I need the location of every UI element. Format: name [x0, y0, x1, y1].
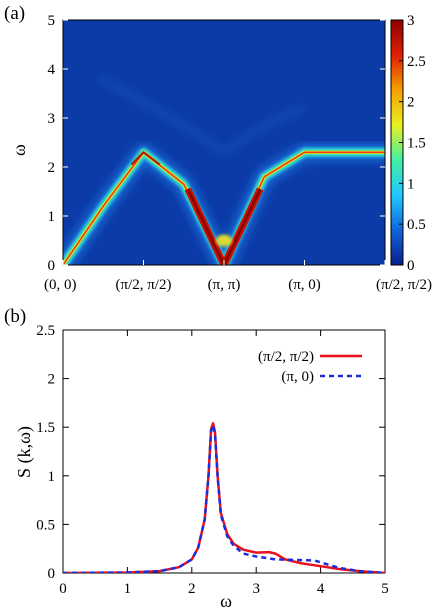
colorbar-ticks: 0 0.5 1 1.5 2 2.5 3: [399, 13, 426, 274]
heatmap-y-ticks: 0 1 2 3 4 5: [48, 13, 385, 274]
series-line-0: [63, 422, 385, 573]
heatmap-y-tick-label: 2: [48, 160, 56, 176]
legend-label-1: (π, 0): [281, 369, 314, 385]
line-y-ticks: 0 0.5 1 1.5 2 2.5: [36, 323, 385, 582]
line-x-tick-label: 1: [124, 581, 132, 597]
colorbar-tick-label: 0.5: [407, 217, 426, 233]
panel-label-a: (a): [4, 3, 25, 24]
heatmap-y-axis-label: ω: [9, 144, 29, 156]
heatmap-dome-peak: [130, 150, 161, 166]
heatmap-gap-spot: [216, 234, 232, 247]
heatmap-v-peak: [186, 188, 262, 265]
heatmap-y-tick-label: 0: [48, 258, 56, 274]
colorbar-tick-label: 0: [407, 258, 415, 274]
colorbar-tick-label: 2.5: [407, 54, 426, 70]
line-x-tick-label: 3: [252, 581, 260, 597]
colorbar-tick-label: 2: [407, 95, 415, 111]
heatmap-plot-area: [63, 20, 385, 265]
heatmap-x-tick-label: (π/2, π/2): [116, 277, 172, 293]
legend-label-0: (π/2, π/2): [258, 349, 314, 365]
line-y-tick-label: 1.5: [36, 420, 55, 436]
heatmap-x-tick-label: (π/2, π/2): [376, 277, 432, 293]
heatmap-y-tick-label: 1: [48, 209, 56, 225]
line-y-tick-label: 0.5: [36, 517, 55, 533]
line-series-group: [63, 422, 385, 573]
line-plot-frame: [62, 329, 386, 574]
colorbar-tick-label: 1: [407, 176, 415, 192]
line-y-tick-label: 2: [48, 372, 56, 388]
heatmap-y-tick-label: 5: [48, 13, 56, 29]
legend: (π/2, π/2) (π, 0): [258, 349, 362, 385]
line-x-axis-label: ω: [220, 591, 232, 611]
heatmap-x-tick-label: (π, 0): [288, 277, 321, 293]
heatmap-x-tick-label: (0, 0): [44, 277, 77, 293]
heatmap-panel: (a) ω 0 1 2 3 4 5 (0, 0) (π/2, π/2) (π, π) (π, 0…: [4, 3, 432, 293]
line-x-tick-label: 4: [317, 581, 325, 597]
heatmap-x-ticks: (0, 0) (π/2, π/2) (π, π) (π, 0) (π/2, π/2): [44, 260, 432, 293]
line-x-tick-label: 5: [381, 581, 389, 597]
line-y-tick-label: 1: [48, 469, 56, 485]
heatmap-x-tick-label: (π, π): [208, 277, 241, 293]
colorbar-tick-label: 1.5: [407, 136, 426, 152]
heatmap-background: [63, 20, 385, 265]
colorbar: 0 0.5 1 1.5 2 2.5 3: [390, 13, 426, 274]
heatmap-y-tick-label: 4: [48, 62, 56, 78]
heatmap-y-tick-label: 3: [48, 111, 56, 127]
panel-label-b: (b): [4, 306, 26, 327]
colorbar-tick-label: 3: [407, 13, 415, 29]
heatmap-ghost-band: [98, 77, 305, 155]
heatmap-intensity-layers: [63, 77, 385, 265]
line-x-tick-label: 2: [188, 581, 196, 597]
line-y-axis-label: S (k,ω): [14, 426, 35, 478]
line-x-tick-label: 0: [59, 581, 67, 597]
line-panel: (b) S (k,ω) ω 0 0.5 1 1.5 2 2.5 0 1 2 3 4 5 (π/2, …: [4, 306, 389, 611]
line-y-tick-label: 2.5: [36, 323, 55, 339]
line-y-tick-label: 0: [48, 566, 56, 582]
line-x-ticks: 0 1 2 3 4 5: [59, 330, 389, 597]
series-line-1: [63, 424, 385, 573]
